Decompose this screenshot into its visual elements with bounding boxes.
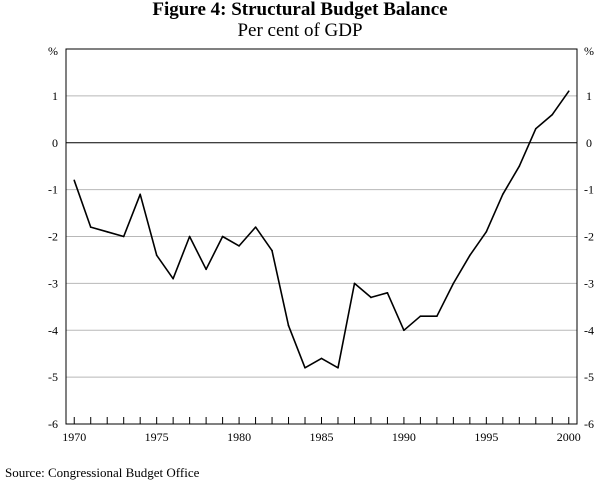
x-tick-label: 2000 (557, 430, 581, 444)
y-tick-label-left: -2 (48, 230, 58, 244)
x-tick-label: 1980 (227, 430, 251, 444)
data-point (502, 193, 504, 196)
data-point (320, 357, 323, 360)
chart-title: Figure 4: Structural Budget Balance (152, 0, 448, 20)
y-tick-label-right: -2 (584, 230, 594, 244)
y-axis-unit-right: % (584, 44, 594, 58)
y-tick-label-left: -6 (48, 417, 58, 431)
data-point (221, 235, 224, 238)
data-point (172, 277, 174, 280)
data-point (238, 245, 240, 247)
y-axis-unit-left: % (48, 44, 58, 58)
data-point (73, 179, 76, 182)
data-point (567, 90, 570, 92)
series-line (73, 90, 570, 369)
source-note: Source: Congressional Budget Office (5, 465, 200, 480)
y-tick-label-right: 1 (586, 89, 592, 103)
data-point (419, 315, 422, 317)
data-point (205, 268, 207, 271)
y-tick-label-left: -1 (48, 183, 58, 197)
data-point (106, 231, 109, 233)
y-tick-label-right: -5 (584, 370, 594, 384)
data-point (534, 127, 537, 130)
y-tick-label-right: -1 (584, 183, 594, 197)
data-point (403, 329, 405, 332)
data-point (436, 315, 438, 317)
y-tick-label-right: -4 (584, 323, 594, 337)
y-tick-label-right: -3 (584, 276, 594, 290)
data-point (386, 291, 389, 294)
y-tick-label-left: 0 (52, 136, 58, 150)
x-tick-label: 1995 (474, 430, 498, 444)
y-tick-label-left: -4 (48, 323, 58, 337)
data-point (155, 254, 158, 257)
data-point (139, 193, 141, 196)
y-tick-label-right: 0 (586, 136, 592, 150)
y-tick-label-left: 1 (52, 89, 58, 103)
data-point (353, 282, 356, 285)
data-point (271, 249, 273, 252)
data-point (287, 324, 290, 327)
data-point (304, 366, 306, 369)
y-tick-label-right: -6 (584, 417, 594, 431)
x-tick-label: 1970 (62, 430, 86, 444)
data-point (370, 296, 372, 299)
data-point (518, 165, 521, 167)
x-tick-label: 1985 (310, 430, 334, 444)
data-point (89, 226, 92, 228)
data-point (122, 235, 125, 238)
y-tick-label-left: -3 (48, 276, 58, 290)
y-tick-label-left: -5 (48, 370, 58, 384)
data-point (469, 254, 471, 257)
data-point (551, 113, 554, 116)
x-tick-label: 1990 (392, 430, 416, 444)
data-point (188, 235, 191, 238)
data-point (254, 226, 257, 228)
data-point (337, 366, 339, 369)
chart-subtitle: Per cent of GDP (237, 20, 363, 41)
x-tick-label: 1975 (145, 430, 169, 444)
data-point (485, 231, 488, 233)
data-point (452, 282, 455, 285)
